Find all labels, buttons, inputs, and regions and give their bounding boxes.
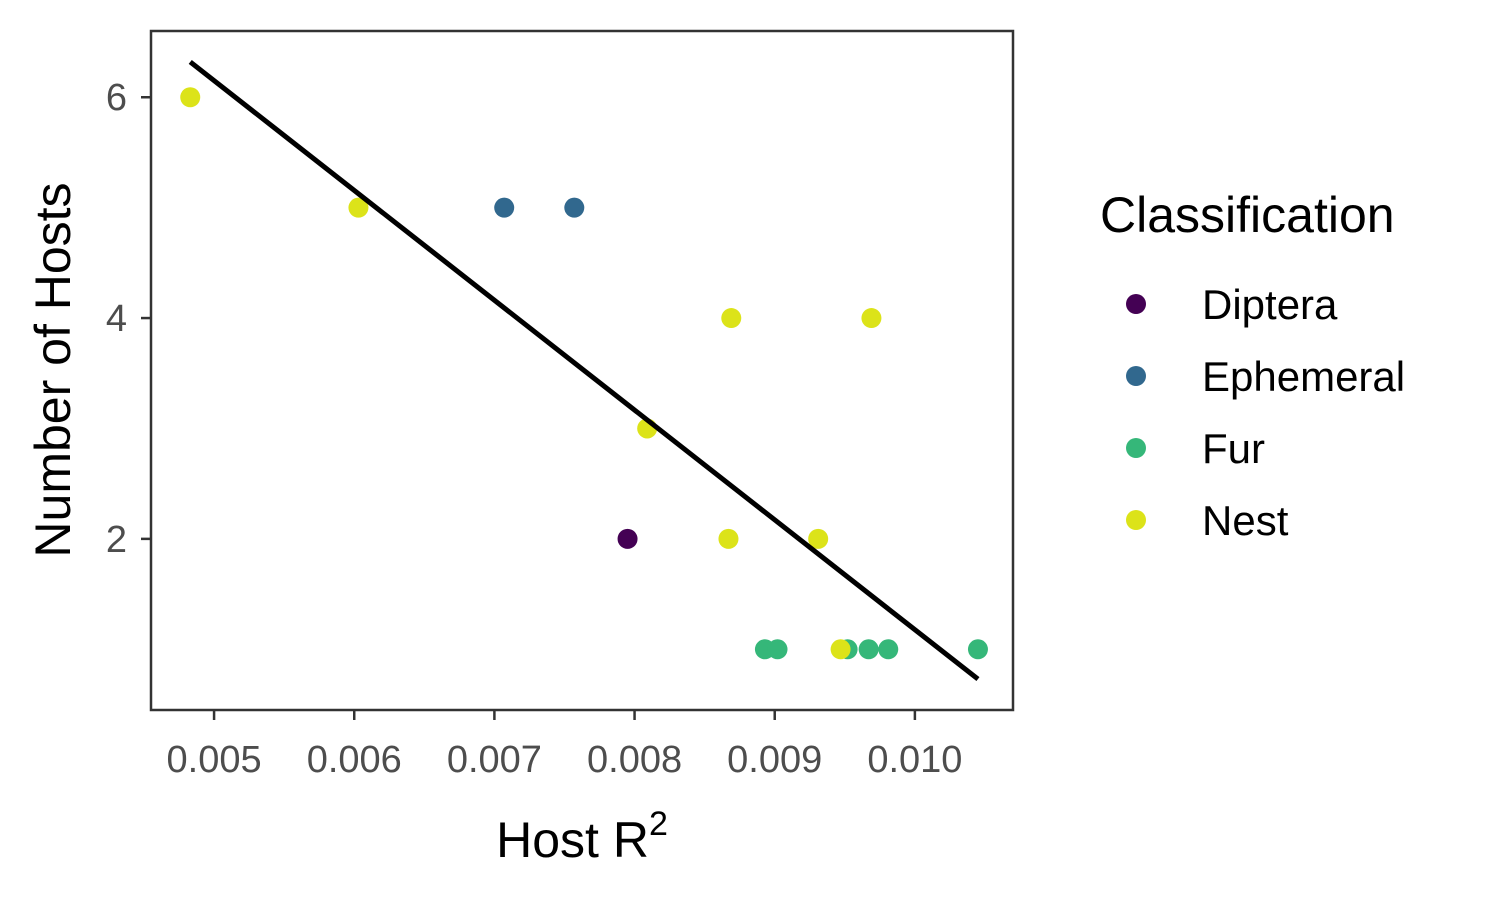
trend-line — [188, 59, 980, 682]
x-tick-label-1: 0.006 — [307, 739, 402, 781]
y-tick-label-0: 2 — [106, 519, 127, 561]
point-nest-5 — [718, 528, 739, 549]
x-tick-label-0: 0.005 — [167, 739, 262, 781]
x-tick-label-3: 0.008 — [587, 739, 682, 781]
point-nest-2 — [721, 308, 742, 329]
legend-label-diptera: Diptera — [1202, 281, 1338, 328]
point-nest-7 — [830, 639, 851, 660]
legend-title: Classification — [1100, 187, 1395, 243]
legend-label-nest: Nest — [1202, 497, 1289, 544]
point-nest-6 — [808, 528, 829, 549]
point-ephemeral-1 — [564, 197, 585, 218]
point-diptera-0 — [617, 528, 638, 549]
y-tick-label-1: 4 — [106, 298, 127, 340]
plot-panel-border — [149, 29, 1015, 712]
legend-key-nest — [1126, 510, 1146, 530]
x-axis-title-text: Host R — [496, 812, 649, 868]
point-fur-5 — [967, 639, 988, 660]
x-tick-label-5: 0.010 — [867, 739, 962, 781]
point-fur-4 — [878, 639, 899, 660]
point-fur-3 — [858, 639, 879, 660]
x-tick-label-2: 0.007 — [447, 739, 542, 781]
y-axis: 2 4 6 — [106, 77, 151, 561]
legend-key-diptera — [1126, 294, 1146, 314]
x-axis: 0.005 0.006 0.007 0.008 0.009 0.010 — [167, 710, 962, 781]
y-axis-title: Number of Hosts — [25, 182, 81, 557]
legend-label-ephemeral: Ephemeral — [1202, 353, 1405, 400]
x-axis-title: Host R2 — [496, 805, 668, 868]
legend-key-fur — [1126, 438, 1146, 458]
x-axis-title-superscript: 2 — [649, 805, 668, 843]
legend: Classification Diptera Ephemeral Fur Nest — [1100, 187, 1405, 544]
point-fur-1 — [767, 639, 788, 660]
point-nest-3 — [861, 308, 882, 329]
legend-key-ephemeral — [1126, 366, 1146, 386]
legend-label-fur: Fur — [1202, 425, 1265, 472]
point-nest-1 — [348, 197, 369, 218]
point-nest-0 — [180, 87, 201, 108]
data-points — [180, 87, 988, 660]
point-ephemeral-0 — [494, 197, 515, 218]
x-tick-label-4: 0.009 — [727, 739, 822, 781]
y-tick-label-2: 6 — [106, 77, 127, 119]
